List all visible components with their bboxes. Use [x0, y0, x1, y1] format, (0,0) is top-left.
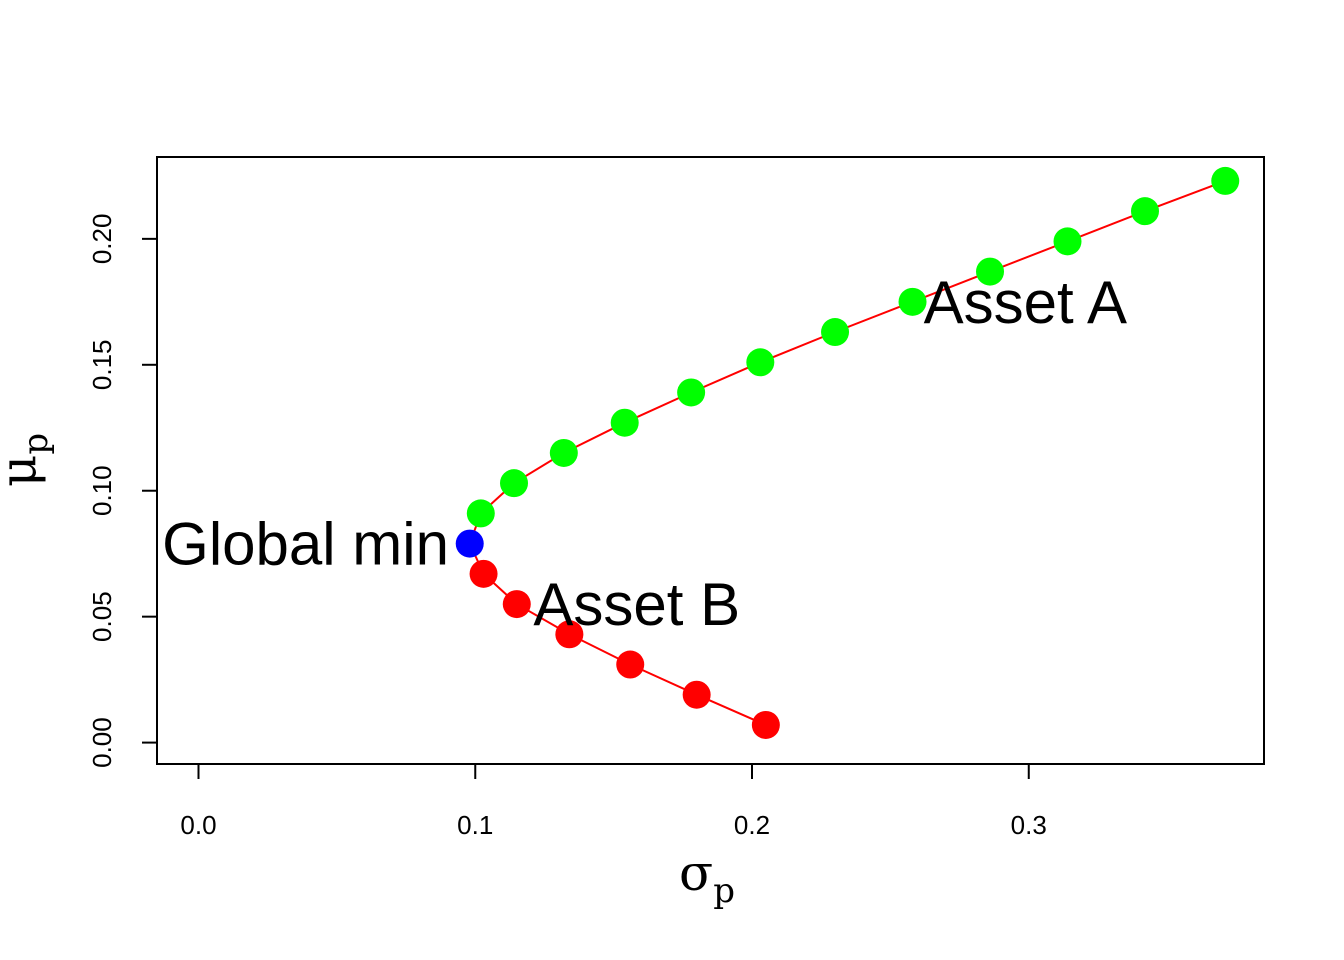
annotation-label: Global min — [162, 511, 449, 578]
y-axis: 0.00 0.05 0.10 0.15 0.20 — [87, 214, 158, 768]
x-axis-title: σp — [679, 844, 735, 911]
data-point — [616, 650, 645, 679]
y-tick-label: 0.15 — [87, 339, 117, 390]
x-tick-label: 0.3 — [1011, 810, 1047, 840]
data-point — [610, 408, 639, 437]
data-point — [677, 378, 706, 407]
data-point — [500, 469, 529, 498]
data-point — [898, 287, 927, 316]
data-point — [555, 620, 584, 649]
data-point — [1053, 227, 1082, 256]
data-point — [682, 680, 711, 709]
data-point — [466, 499, 495, 528]
x-tick-label: 0.0 — [180, 810, 216, 840]
data-point — [1211, 166, 1240, 195]
data-point — [976, 257, 1005, 286]
data-point — [502, 590, 531, 619]
annotation-label: Asset A — [924, 269, 1127, 336]
y-axis-title: μp — [0, 433, 56, 487]
y-tick-label: 0.10 — [87, 465, 117, 516]
data-point — [746, 348, 775, 377]
x-tick-label: 0.2 — [734, 810, 770, 840]
data-layer — [455, 166, 1240, 739]
annotation-layer: Asset A Global min Asset B — [162, 269, 1127, 638]
data-point — [1130, 197, 1159, 226]
annotation-label: Asset B — [533, 571, 740, 638]
y-tick-label: 0.20 — [87, 214, 117, 265]
data-point — [751, 710, 780, 739]
y-tick-label: 0.00 — [87, 717, 117, 768]
plot-frame — [156, 156, 1265, 765]
data-point — [455, 529, 484, 558]
data-point — [821, 318, 850, 347]
y-tick-label: 0.05 — [87, 591, 117, 642]
data-point — [549, 438, 578, 467]
data-point — [469, 559, 498, 588]
x-tick-label: 0.1 — [457, 810, 493, 840]
